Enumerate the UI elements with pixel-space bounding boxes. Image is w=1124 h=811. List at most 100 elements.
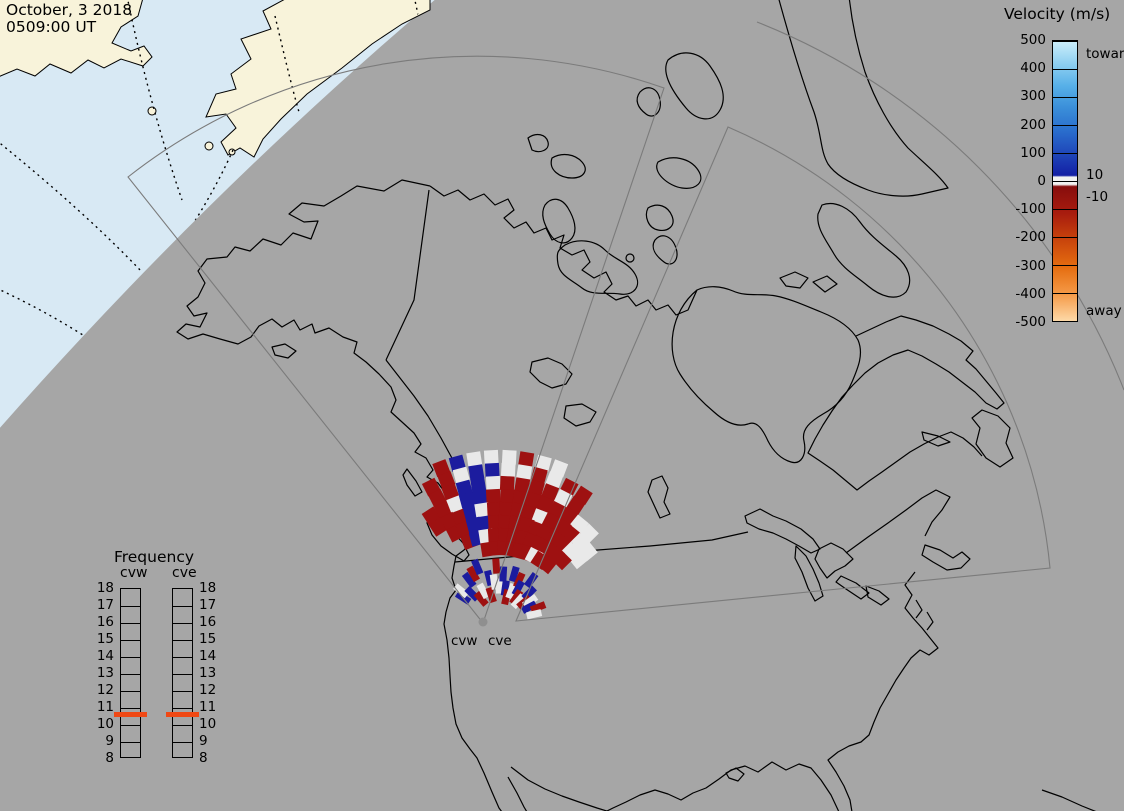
away-label: away: [1086, 303, 1122, 319]
freq-bar-cve: [172, 588, 193, 758]
lake-erie: [835, 575, 870, 600]
freq-cell-line: [121, 691, 140, 692]
lake-great-bear: [529, 357, 573, 389]
coastline-delaware: [926, 611, 934, 631]
island-melville: [550, 153, 586, 179]
freq-bar-header-cve: cve: [172, 565, 197, 581]
freq-scale-label-left: 9: [105, 733, 114, 749]
graticule-dotted-lines: [0, 0, 425, 425]
freq-cell-line: [121, 725, 140, 726]
coastline-nova-scotia: [921, 544, 971, 571]
velocity-tick-line: [1053, 69, 1077, 70]
freq-cell-line: [173, 657, 192, 658]
velocity-tick-label: 0: [1037, 173, 1046, 189]
freq-cell-line: [121, 708, 140, 709]
freq-scale-label-left: 17: [96, 597, 114, 613]
freq-scale-label-left: 16: [96, 614, 114, 630]
freq-scale-label-left: 10: [96, 716, 114, 732]
island-victoria: [556, 240, 639, 295]
lake-michigan: [794, 545, 824, 602]
freq-scale-label-right: 13: [199, 665, 217, 681]
time-text: 0509:00 UT: [6, 18, 97, 36]
freq-bar-cvw: [120, 588, 141, 758]
lake-superior: [744, 508, 821, 554]
island-devon: [656, 157, 702, 189]
velocity-tick-label: -100: [1015, 201, 1046, 218]
range-ring-arc: [756, 21, 1124, 391]
coastline-labrador: [807, 315, 1005, 491]
velocity-tick-label: 400: [1020, 60, 1046, 77]
coastline-alaska-westcoast: [176, 179, 502, 811]
velocity-tick-line: [1053, 41, 1077, 42]
freq-cell-line: [173, 606, 192, 607]
freq-cell-line: [173, 674, 192, 675]
freq-cell-line: [173, 708, 192, 709]
coastline-mississippi-delta: [725, 767, 745, 782]
freq-cell-line: [121, 640, 140, 641]
velocity-tick-line: [1053, 125, 1077, 126]
freq-scale-label-right: 18: [199, 580, 217, 596]
coastline-st-lawrence: [845, 489, 951, 554]
freq-marker-cve: [166, 712, 199, 717]
pos-threshold-label: 10: [1086, 167, 1104, 183]
date-text: October, 3 2018: [6, 1, 133, 19]
day-side-sea: [0, 0, 435, 428]
island-prince-patrick: [527, 133, 549, 153]
coastline-gulf-of-mexico: [605, 761, 840, 811]
fov-outline-cve: [515, 126, 1051, 622]
fov-outline-cvw: [127, 55, 665, 625]
site-label-cve: cve: [488, 633, 512, 649]
freq-cell-line: [173, 691, 192, 692]
coastline-chesapeake: [915, 599, 923, 619]
velocity-tick-label: 100: [1020, 144, 1046, 161]
site-label-cvw: cvw: [451, 633, 478, 649]
lake-ontario: [865, 585, 890, 606]
velocity-tick-label: -400: [1015, 285, 1046, 302]
velocity-tick-label: 200: [1020, 116, 1046, 133]
island-axel-heiberg: [636, 87, 661, 117]
island-banks: [542, 198, 576, 244]
velocity-tick-label: -500: [1015, 314, 1046, 330]
velocity-tick-label: -300: [1015, 257, 1046, 274]
velocity-tick-line: [1053, 153, 1077, 154]
island-ellesmere: [665, 52, 724, 120]
coastline-us-east: [827, 571, 939, 811]
velocity-tick-line: [1053, 265, 1077, 266]
freq-scale-label-right: 16: [199, 614, 217, 630]
island-baffin-north: [778, 0, 949, 197]
freq-cell-line: [121, 742, 140, 743]
velocity-tick-line: [1053, 209, 1077, 210]
coastline-kodiak: [271, 343, 297, 359]
freq-cell-line: [121, 657, 140, 658]
coastline-arctic-mainland: [429, 185, 698, 316]
velocity-tick-line: [1053, 181, 1077, 182]
coastline-hudson-bay: [671, 286, 862, 464]
coastline-bahamas: [1041, 789, 1097, 811]
lake-winnipeg: [647, 475, 671, 519]
freq-scale-label-left: 15: [96, 631, 114, 647]
freq-scale-label-right: 17: [199, 597, 217, 613]
coastline-newfoundland: [971, 409, 1014, 468]
lake-great-slave: [563, 403, 597, 427]
freq-scale-label-right: 15: [199, 631, 217, 647]
freq-cell-line: [173, 640, 192, 641]
border-us-canada: [454, 531, 749, 563]
border-alaska-yukon: [385, 189, 430, 361]
freq-scale-label-left: 8: [105, 750, 114, 766]
velocity-tick-label: -200: [1015, 229, 1046, 246]
velocity-tick-label: 500: [1020, 32, 1046, 48]
frequency-legend-title: Frequency: [113, 548, 195, 566]
velocity-tick-line: [1053, 321, 1077, 322]
freq-cell-line: [121, 606, 140, 607]
freq-bar-header-cvw: cvw: [120, 565, 148, 581]
freq-scale-label-right: 10: [199, 716, 217, 732]
velocity-colorbar: [1052, 40, 1078, 322]
timestamp: October, 3 2018 0509:00 UT: [6, 2, 132, 36]
island-baffin-south: [817, 202, 911, 298]
freq-cell-line: [173, 725, 192, 726]
coastline-southampton: [779, 271, 809, 289]
velocity-legend-title: Velocity (m/s): [1004, 5, 1111, 23]
coastline-haida-gwaii: [402, 468, 423, 497]
